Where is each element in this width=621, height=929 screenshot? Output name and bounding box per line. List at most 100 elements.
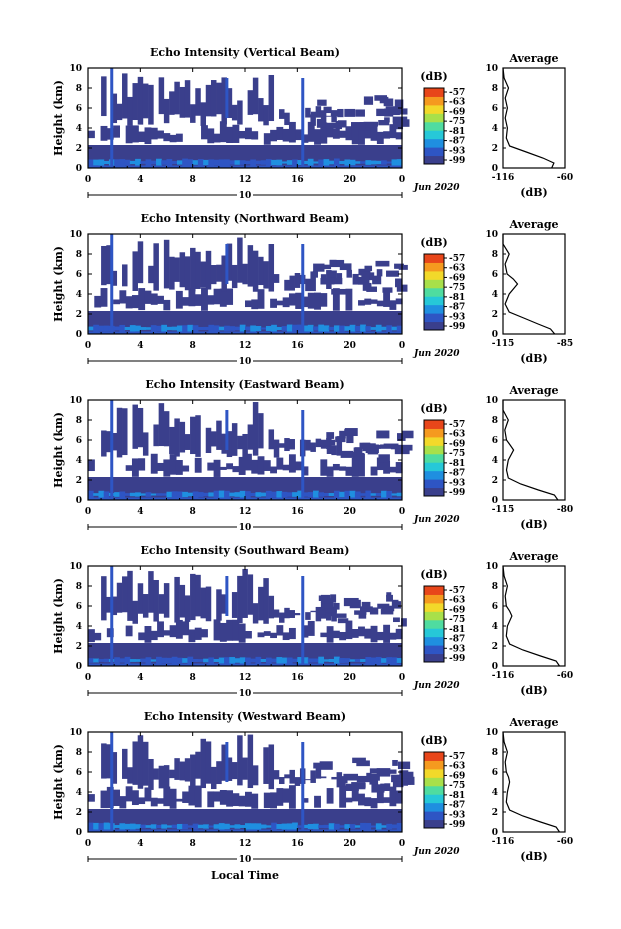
- colorbar-segment: [424, 104, 444, 114]
- average-y-tick-label: 8: [492, 250, 498, 260]
- echo-upper-cell: [252, 765, 259, 786]
- y-axis-label: Height (km): [52, 412, 65, 488]
- echo-surface-cell: [192, 823, 199, 830]
- echo-upper-cell: [305, 278, 311, 292]
- echo-surface-cell: [260, 658, 267, 663]
- echo-upper-cell: [242, 433, 248, 458]
- colorbar-segment: [424, 121, 444, 131]
- echo-surface-cell: [140, 161, 147, 164]
- echo-surface-cell: [307, 823, 314, 830]
- echo-upper-cell: [174, 758, 180, 780]
- echo-streak: [301, 410, 305, 500]
- echo-surface-cell: [297, 324, 304, 333]
- x-tick-label: 20: [343, 507, 356, 517]
- colorbar-tick-label: -75: [449, 449, 465, 459]
- echo-upper-cell: [273, 274, 280, 283]
- echo-mid-cell: [320, 632, 328, 638]
- x-tick-label: 16: [291, 673, 304, 683]
- x-tick-label: 16: [291, 341, 304, 351]
- colorbar-tick-label: -81: [449, 459, 465, 469]
- average-y-tick-label: 8: [492, 416, 498, 426]
- echo-surface-cell: [323, 824, 330, 829]
- echo-surface-cell: [318, 324, 324, 333]
- y-tick-label: 8: [76, 416, 82, 426]
- colorbar-tick-label: -93: [449, 146, 465, 156]
- colorbar-tick-label: -63: [449, 264, 465, 274]
- echo-sparse-cell: [374, 95, 388, 101]
- colorbar-tick-label: -93: [449, 312, 465, 322]
- echo-surface-cell: [119, 658, 126, 663]
- echo-surface-cell: [129, 160, 136, 165]
- echo-surface-cell: [250, 823, 256, 830]
- echo-mid-cell: [282, 128, 290, 142]
- panel-title: Echo Intensity (Eastward Beam): [145, 378, 344, 391]
- echo-sparse-cell: [335, 120, 343, 130]
- date-label: Jun 2020: [412, 349, 460, 359]
- echo-upper-cell: [210, 766, 217, 790]
- echo-mid-cell: [119, 290, 127, 304]
- echo-surface-cell: [271, 658, 277, 663]
- echo-upper-cell: [169, 91, 175, 115]
- echo-upper-cell: [132, 741, 138, 785]
- echo-surface-cell: [260, 160, 267, 165]
- echo-mid-cell: [389, 786, 397, 807]
- echo-sparse-cell: [346, 269, 352, 278]
- average-y-tick-label: 4: [492, 456, 498, 466]
- day-marker-bg: [237, 688, 253, 698]
- echo-upper-cell: [247, 245, 254, 287]
- echo-mid-cell: [138, 458, 146, 471]
- echo-upper-cell: [310, 770, 316, 783]
- echo-upper-cell: [231, 762, 238, 780]
- echo-upper-cell: [310, 442, 316, 452]
- echo-sparse-cell: [361, 271, 370, 279]
- echo-mid-cell: [288, 293, 296, 306]
- echo-sparse-cell: [376, 269, 383, 277]
- echo-surface-cell: [302, 824, 309, 829]
- echo-sparse-cell: [401, 430, 414, 439]
- colorbar-segment: [424, 287, 444, 297]
- echo-mid-cell: [138, 288, 146, 311]
- colorbar-tick-label: -57: [449, 420, 465, 430]
- echo-mid-cell: [345, 797, 353, 803]
- echo-mid-cell: [94, 632, 102, 641]
- echo-mid-cell: [226, 619, 234, 641]
- echo-surface-cell: [135, 158, 141, 167]
- echo-mid-cell: [157, 130, 164, 139]
- echo-sparse-cell: [352, 452, 365, 461]
- echo-upper-cell: [326, 115, 332, 117]
- echo-surface-cell: [129, 823, 136, 830]
- echo-mid-cell: [219, 789, 227, 805]
- echo-mid-cell: [157, 295, 164, 304]
- echo-surface-cell: [145, 327, 152, 330]
- echo-upper-cell: [200, 738, 207, 789]
- average-x-tick-label: -116: [492, 173, 515, 183]
- echo-surface-cell: [245, 657, 251, 664]
- echo-mid-cell: [169, 134, 177, 143]
- echo-upper-cell: [148, 265, 154, 284]
- echo-sparse-cell: [368, 443, 376, 449]
- echo-mid-cell: [131, 295, 139, 309]
- echo-mid-cell: [276, 300, 284, 306]
- echo-surface-cell: [98, 659, 105, 662]
- echo-mid-cell: [238, 456, 246, 475]
- echo-upper-cell: [252, 603, 259, 624]
- echo-sparse-cell: [376, 768, 391, 777]
- colorbar-segment: [424, 462, 444, 472]
- colorbar-tick-label: -57: [449, 88, 465, 98]
- colorbar-segment: [424, 130, 444, 140]
- echo-streak: [225, 410, 229, 450]
- echo-mid-cell: [270, 298, 277, 308]
- echo-mid-cell: [389, 466, 397, 473]
- echo-sparse-cell: [398, 119, 410, 127]
- colorbar-segment: [424, 479, 444, 489]
- echo-streak: [110, 732, 114, 832]
- echo-upper-cell: [200, 102, 207, 126]
- echo-surface-cell: [166, 159, 173, 166]
- echo-mid-cell: [282, 788, 290, 803]
- colorbar-unit: (dB): [420, 70, 447, 83]
- echo-surface-cell: [281, 823, 288, 830]
- echo-surface-cell: [150, 824, 157, 829]
- echo-surface-cell: [239, 160, 246, 165]
- echo-mid-cell: [263, 792, 271, 809]
- colorbar-segment: [424, 611, 444, 621]
